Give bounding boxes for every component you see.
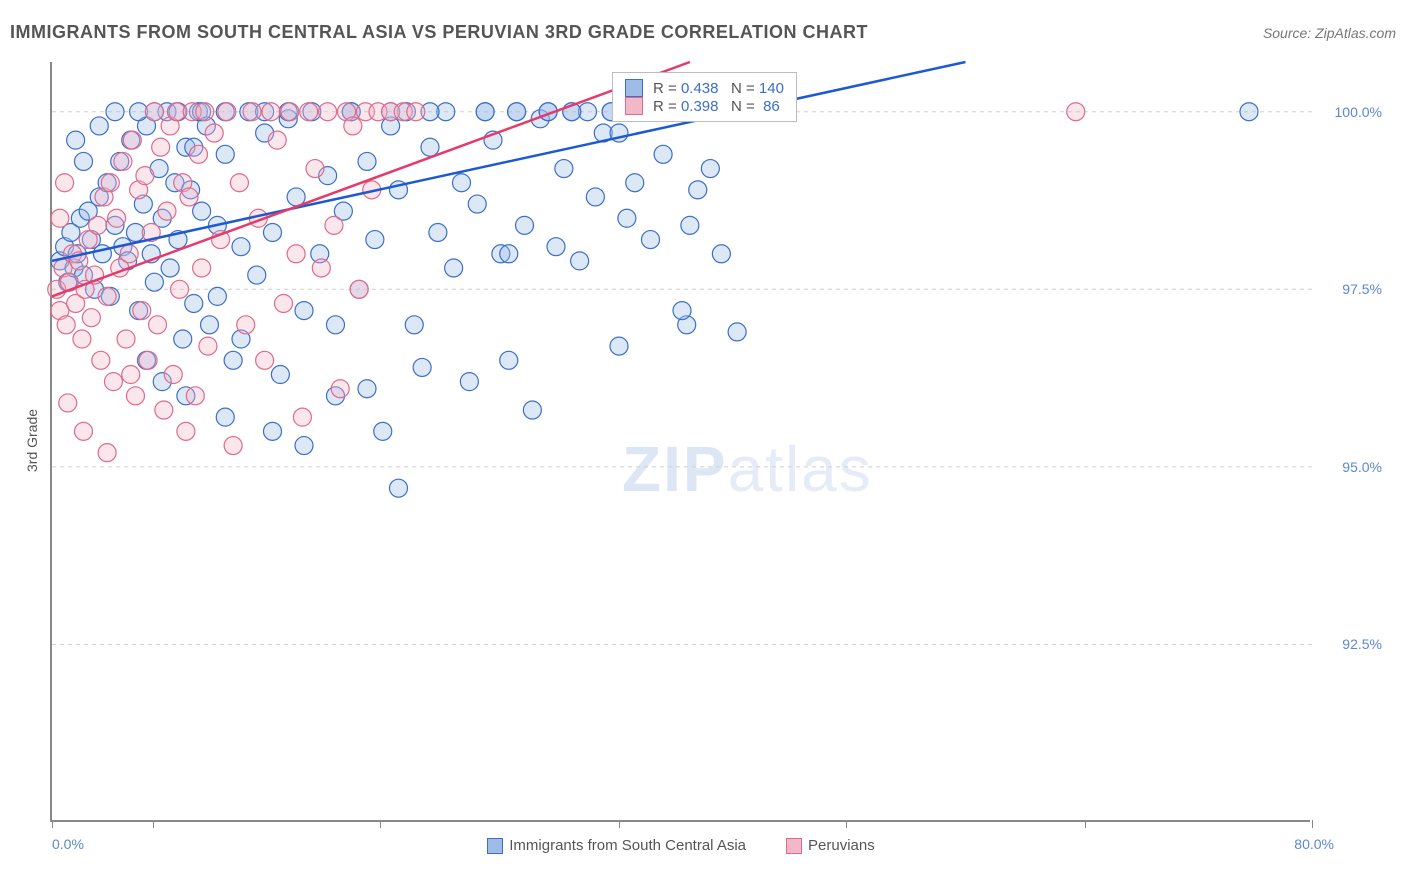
x-tick — [846, 820, 847, 828]
legend-swatch-icon — [625, 97, 643, 115]
plot-area: ZIPatlas R = 0.438 N = 140R = 0.398 N = … — [50, 62, 1310, 822]
chart-title: IMMIGRANTS FROM SOUTH CENTRAL ASIA VS PE… — [10, 22, 868, 43]
x-tick — [619, 820, 620, 828]
trend-layer — [52, 62, 1310, 820]
x-tick — [153, 820, 154, 828]
source-prefix: Source: — [1263, 25, 1315, 41]
legend-label: Immigrants from South Central Asia — [509, 837, 746, 854]
y-tick-label: 97.5% — [1342, 281, 1382, 297]
legend-swatch-icon — [625, 79, 643, 97]
x-tick-label-left: 0.0% — [52, 836, 84, 852]
trend-line — [52, 62, 690, 296]
source-name: ZipAtlas.com — [1315, 25, 1396, 41]
legend-item: Peruvians — [786, 837, 875, 854]
y-axis-label: 3rd Grade — [24, 409, 40, 472]
x-tick — [380, 820, 381, 828]
stats-row: R = 0.438 N = 140 — [625, 79, 784, 97]
stats-row: R = 0.398 N = 86 — [625, 97, 784, 115]
y-tick-label: 100.0% — [1335, 104, 1382, 120]
chart-container: IMMIGRANTS FROM SOUTH CENTRAL ASIA VS PE… — [0, 0, 1406, 892]
y-tick-label: 92.5% — [1342, 636, 1382, 652]
x-tick — [1085, 820, 1086, 828]
y-tick-label: 95.0% — [1342, 459, 1382, 475]
correlation-stats-box: R = 0.438 N = 140R = 0.398 N = 86 — [612, 72, 797, 122]
trend-line — [52, 62, 966, 261]
header-row: IMMIGRANTS FROM SOUTH CENTRAL ASIA VS PE… — [10, 22, 1396, 43]
source-attribution: Source: ZipAtlas.com — [1263, 25, 1396, 41]
x-tick-label-right: 80.0% — [1294, 836, 1334, 852]
legend-swatch-icon — [487, 838, 503, 854]
x-tick — [1312, 820, 1313, 828]
stats-text: R = 0.438 N = 140 — [653, 80, 784, 97]
legend-label: Peruvians — [808, 837, 875, 854]
legend-swatch-icon — [786, 838, 802, 854]
stats-text: R = 0.398 N = 86 — [653, 98, 780, 115]
legend-item: Immigrants from South Central Asia — [487, 837, 746, 854]
x-tick — [52, 820, 53, 828]
legend-bottom: Immigrants from South Central Asia Peruvi… — [52, 837, 1310, 854]
